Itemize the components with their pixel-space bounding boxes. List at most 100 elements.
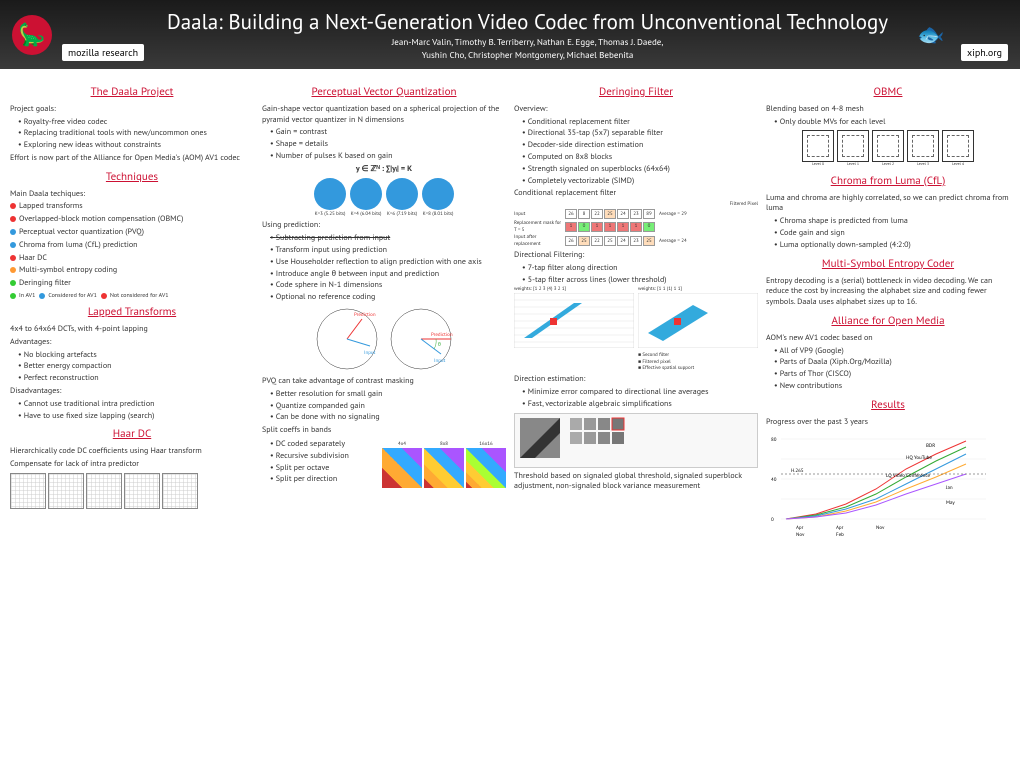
pvq-equation: y ∈ ℤᴺ : ∑|yᵢ| = K <box>262 164 506 175</box>
content: The Daala Project Project goals: Royalty… <box>0 69 1020 553</box>
lapped-desc: 4x4 to 64x64 DCTs, with 4-point lapping <box>10 324 254 335</box>
split-label: Split coeffs in bands <box>262 425 506 436</box>
circle-label: K=4 (6.04 bits) <box>350 211 382 218</box>
mesh-label: Level 4 <box>942 162 974 167</box>
circle-icon <box>350 178 382 210</box>
replace-row: Input after replacement 26 25 22 25 24 2… <box>514 234 758 248</box>
tech-item: Multi-symbol entropy coding <box>19 265 117 275</box>
h-deringing: Deringing Filter <box>514 85 758 100</box>
h-pvq: Perceptual Vector Quantization <box>262 85 506 100</box>
h-techniques: Techniques <box>10 170 254 185</box>
adv-item: Better energy compaction <box>18 361 254 372</box>
filter-grids: weights: [1 2 3 (4) 3 2 1] weights: [1 1… <box>514 286 758 372</box>
pixel: 89 <box>643 209 655 219</box>
disadv-label: Disadvantages: <box>10 386 254 397</box>
de-item: Fast, vectorizable algebraic simplificat… <box>522 399 758 410</box>
avg-label: Average = 24 <box>659 238 687 245</box>
svg-text:Nov: Nov <box>876 525 885 531</box>
grid-icon <box>48 473 84 509</box>
weights-label: weights: [1 1 (1) 1 1] <box>638 286 758 293</box>
techniques-label: Main Daala techiques: <box>10 189 254 200</box>
circle-label: K=8 (8.01 bits) <box>422 211 454 218</box>
direst-label: Direction estimation: <box>514 374 758 385</box>
split-item: Split per octave <box>270 463 376 474</box>
svg-text:Nov: Nov <box>796 532 805 538</box>
mask-item: Better resolution for small gain <box>270 389 506 400</box>
mask-item: Quantize companded gain <box>270 401 506 412</box>
pvq-item: Gain = contrast <box>270 127 506 138</box>
avg-label: Average = 29 <box>659 211 687 218</box>
weights-label: weights: [1 2 3 (4) 3 2 1] <box>514 286 634 293</box>
dot-icon <box>39 293 45 299</box>
legend-sf: ■ Second filter■ Filtered pixel■ Effecti… <box>638 352 758 372</box>
pred-item: Use Householder reflection to align pred… <box>270 257 506 268</box>
haar-desc1: Hierarchically code DC coefficients usin… <box>10 446 254 457</box>
goal-item: Replacing traditional tools with new/unc… <box>18 128 254 139</box>
header-center: Daala: Building a Next-Generation Video … <box>154 8 901 61</box>
pvq-item: Shape = details <box>270 139 506 150</box>
technique-legend: In AV1 Considered for AV1 Not considered… <box>10 291 254 299</box>
dot-icon <box>101 293 107 299</box>
pvq-list: Gain = contrast Shape = details Number o… <box>262 127 506 161</box>
split-item: DC coded separately <box>270 439 376 450</box>
pixel: 24 <box>617 209 629 219</box>
prediction-circle-icon: PredictionInput <box>312 304 382 374</box>
grid-icon <box>10 473 46 509</box>
goal-item: Exploring new ideas without constraints <box>18 140 254 151</box>
mesh-label: Level 2 <box>872 162 904 167</box>
tech-item: Perceptual vector quantization (PVQ) <box>19 227 144 237</box>
pixel: 1 <box>630 222 642 232</box>
direst-list: Minimize error compared to directional l… <box>514 387 758 410</box>
adv-list: No blocking artefacts Better energy comp… <box>10 350 254 384</box>
split-item: Split per direction <box>270 474 376 485</box>
dot-icon <box>10 242 16 248</box>
crf-label: Conditional replacement filter <box>514 188 758 199</box>
overview-label: Overview: <box>514 104 758 115</box>
filtered-pixel-label: Filtered Pixel <box>514 201 758 208</box>
entropy-desc: Entropy decoding is a (serial) bottlenec… <box>766 276 1010 308</box>
aom-item: Parts of Thor (CISCO) <box>774 369 1010 380</box>
de-item: Minimize error compared to directional l… <box>522 387 758 398</box>
ov-item: Strength signaled on superblocks (64x64) <box>522 164 758 175</box>
mozilla-logo-icon: 🦕 <box>12 15 52 55</box>
tech-item: Overlapped-block motion compensation (OB… <box>19 214 183 224</box>
h-aom: Alliance for Open Media <box>766 314 1010 329</box>
cfl-list: Chroma shape is predicted from luma Code… <box>766 216 1010 250</box>
cfl-item: Luma optionally down-sampled (4:2:0) <box>774 240 1010 251</box>
threshold-desc: Threshold based on signaled global thres… <box>514 471 758 493</box>
svg-text:LQ Video Conference: LQ Video Conference <box>886 473 931 479</box>
pixel: 0 <box>643 222 655 232</box>
row-label: Input after replacement <box>514 234 564 248</box>
pred-item: Code sphere in N-1 dimensions <box>270 280 506 291</box>
mesh-icon <box>802 130 834 162</box>
mesh-label: Level 3 <box>907 162 939 167</box>
ov-item: Completely vectorizable (SIMD) <box>522 176 758 187</box>
split-item: Recursive subdivision <box>270 451 376 462</box>
aom-item: All of VP9 (Google) <box>774 346 1010 357</box>
grid-icon <box>162 473 198 509</box>
circle-icon <box>386 178 418 210</box>
pixel: 26 <box>565 209 577 219</box>
svg-text:0: 0 <box>771 517 774 523</box>
band-block: 16x16 <box>466 441 506 488</box>
mesh-icon <box>907 130 939 162</box>
band-block: 4x4 <box>382 441 422 488</box>
ov-item: Conditional replacement filter <box>522 117 758 128</box>
goals-list: Royalty-free video codec Replacing tradi… <box>10 117 254 151</box>
mesh-row: Level 0 Level 1 Level 2 Level 3 Level 4 <box>766 130 1010 167</box>
mask-desc: PVQ can take advantage of contrast maski… <box>262 376 506 387</box>
svg-text:Prediction: Prediction <box>354 312 376 318</box>
authors-line2: Yushin Cho, Christopher Montgomery, Mich… <box>154 50 901 61</box>
filter-grid-icon <box>638 293 758 348</box>
dot-icon <box>10 216 16 222</box>
svg-text:Jan: Jan <box>945 485 953 491</box>
results-desc: Progress over the past 3 years <box>766 417 1010 428</box>
h-daala-project: The Daala Project <box>10 85 254 100</box>
pred-label: Using prediction: <box>262 220 506 231</box>
pixel: 1 <box>617 222 629 232</box>
pred-item: Subtracting prediction from input <box>270 233 506 244</box>
mask-row: Replacement mask for T = 5 1 0 1 1 1 1 0 <box>514 220 758 234</box>
header: 🦕 mozilla research Daala: Building a Nex… <box>0 0 1020 69</box>
svg-text:HQ YouTube: HQ YouTube <box>906 455 932 461</box>
aom-desc: AOM's new AV1 codec based on <box>766 333 1010 344</box>
